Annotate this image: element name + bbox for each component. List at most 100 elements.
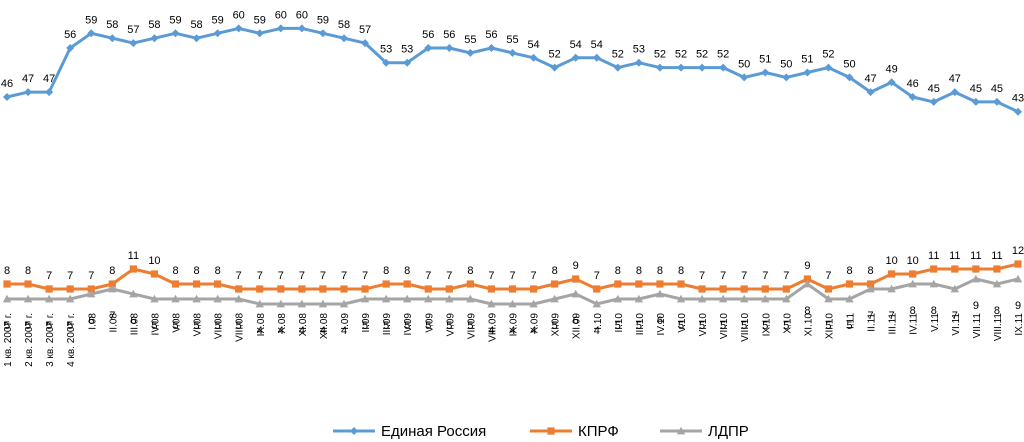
point-edinaya-rossiya <box>929 97 938 106</box>
data-label-edinaya-rossiya: 60 <box>296 9 308 21</box>
x-tick-label: I.11 <box>846 313 857 329</box>
data-label-ldpr: 7 <box>889 310 895 322</box>
point-kprf <box>214 280 222 288</box>
point-edinaya-rossiya <box>508 48 517 57</box>
point-edinaya-rossiya <box>761 68 770 77</box>
point-edinaya-rossiya <box>445 44 454 52</box>
data-label-kprf: 11 <box>928 250 939 262</box>
point-kprf <box>551 280 559 288</box>
data-label-kprf: 8 <box>172 265 178 277</box>
data-label-edinaya-rossiya: 54 <box>527 39 539 51</box>
point-ldpr <box>297 299 307 308</box>
point-edinaya-rossiya <box>129 39 138 48</box>
x-tick-label: VII.11 <box>972 313 983 339</box>
data-label-edinaya-rossiya: 58 <box>106 19 118 31</box>
data-label-kprf: 8 <box>4 265 10 277</box>
data-label-ldpr: 5 <box>4 320 10 332</box>
data-label-kprf: 7 <box>699 270 705 282</box>
data-label-kprf: 7 <box>594 270 600 282</box>
data-label-edinaya-rossiya: 55 <box>506 34 518 46</box>
data-label-edinaya-rossiya: 50 <box>738 58 750 70</box>
x-tick-label: VIII.09 <box>487 313 498 342</box>
point-kprf <box>529 285 538 293</box>
point-kprf <box>972 265 980 273</box>
x-tick-label: V.09 <box>424 313 435 333</box>
data-label-edinaya-rossiya: 57 <box>127 24 139 36</box>
x-tick-label: X.10 <box>782 313 793 334</box>
point-edinaya-rossiya <box>234 24 243 33</box>
data-label-ldpr: 9 <box>973 300 979 312</box>
x-tick-label: I.09 <box>340 313 351 330</box>
point-edinaya-rossiya <box>1014 107 1022 116</box>
data-label-edinaya-rossiya: 58 <box>148 19 160 31</box>
point-kprf <box>951 265 959 273</box>
data-label-ldpr: 4 <box>531 325 537 337</box>
point-edinaya-rossiya <box>255 29 264 38</box>
data-label-ldpr: 5 <box>151 320 157 332</box>
point-edinaya-rossiya <box>487 44 496 52</box>
x-tick-label: I.10 <box>593 313 604 330</box>
point-kprf <box>45 285 53 293</box>
x-tick-label: XI.09 <box>551 313 562 337</box>
data-label-edinaya-rossiya: 49 <box>886 63 898 75</box>
data-label-kprf: 8 <box>868 265 874 277</box>
point-edinaya-rossiya <box>424 44 433 52</box>
data-label-kprf: 7 <box>236 270 242 282</box>
data-label-ldpr: 6 <box>657 315 663 327</box>
point-ldpr <box>466 294 475 303</box>
point-kprf <box>24 280 32 288</box>
data-label-kprf: 9 <box>804 260 810 272</box>
point-kprf <box>445 285 453 293</box>
point-edinaya-rossiya <box>171 29 180 38</box>
data-label-edinaya-rossiya: 46 <box>907 78 919 90</box>
x-tick-label: IX.11 <box>1014 313 1024 336</box>
x-axis-tick-labels: 1 кв. 2007 г. 2 кв. 2007 г. 3 кв. 2007 г. 4… <box>3 313 1024 367</box>
legend-marker-ldpr <box>676 426 686 435</box>
point-ldpr <box>697 294 707 303</box>
x-tick-label: VI.09 <box>445 313 456 337</box>
point-kprf <box>656 280 664 288</box>
data-label-ldpr: 4 <box>488 325 494 337</box>
point-kprf <box>719 285 727 293</box>
data-label-edinaya-rossiya: 47 <box>864 73 876 85</box>
data-label-edinaya-rossiya: 52 <box>549 49 561 61</box>
data-label-kprf: 7 <box>825 270 831 282</box>
point-ldpr <box>171 294 180 303</box>
data-label-edinaya-rossiya: 56 <box>443 29 455 41</box>
data-label-edinaya-rossiya: 58 <box>190 19 202 31</box>
data-label-edinaya-rossiya: 59 <box>85 14 97 26</box>
point-edinaya-rossiya <box>403 58 412 67</box>
x-tick-label: IX.08 <box>256 313 267 337</box>
point-kprf <box>1014 260 1022 268</box>
data-label-kprf: 9 <box>573 260 579 272</box>
data-label-kprf: 8 <box>383 265 389 277</box>
data-label-kprf: 7 <box>720 270 726 282</box>
data-label-ldpr: 5 <box>383 320 389 332</box>
point-edinaya-rossiya <box>950 88 959 97</box>
data-label-kprf: 7 <box>278 270 284 282</box>
data-label-edinaya-rossiya: 52 <box>717 49 729 61</box>
data-label-edinaya-rossiya: 45 <box>991 83 1003 95</box>
point-edinaya-rossiya <box>634 58 643 67</box>
data-label-edinaya-rossiya: 59 <box>212 14 224 26</box>
data-label-edinaya-rossiya: 52 <box>612 49 624 61</box>
data-label-kprf: 7 <box>741 270 747 282</box>
point-kprf <box>3 280 11 288</box>
point-edinaya-rossiya <box>297 24 306 33</box>
data-label-ldpr: 5 <box>172 320 178 332</box>
point-edinaya-rossiya <box>845 73 854 82</box>
data-label-edinaya-rossiya: 53 <box>633 44 645 56</box>
data-label-edinaya-rossiya: 55 <box>464 34 476 46</box>
x-tick-label: II.08 <box>108 313 119 333</box>
data-label-edinaya-rossiya: 52 <box>822 49 834 61</box>
x-tick-label: VIII.10 <box>740 313 751 342</box>
point-ldpr <box>87 289 96 298</box>
point-edinaya-rossiya <box>592 53 601 62</box>
point-kprf <box>698 285 706 293</box>
data-label-edinaya-rossiya: 56 <box>485 29 497 41</box>
point-ldpr <box>1013 274 1023 283</box>
point-kprf <box>108 280 116 288</box>
point-edinaya-rossiya <box>971 97 980 106</box>
data-label-kprf: 7 <box>488 270 494 282</box>
point-ldpr <box>908 279 917 288</box>
